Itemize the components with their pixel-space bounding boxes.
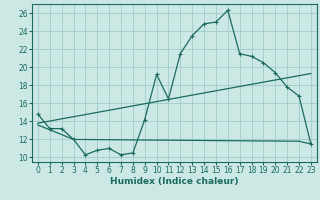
- X-axis label: Humidex (Indice chaleur): Humidex (Indice chaleur): [110, 177, 239, 186]
